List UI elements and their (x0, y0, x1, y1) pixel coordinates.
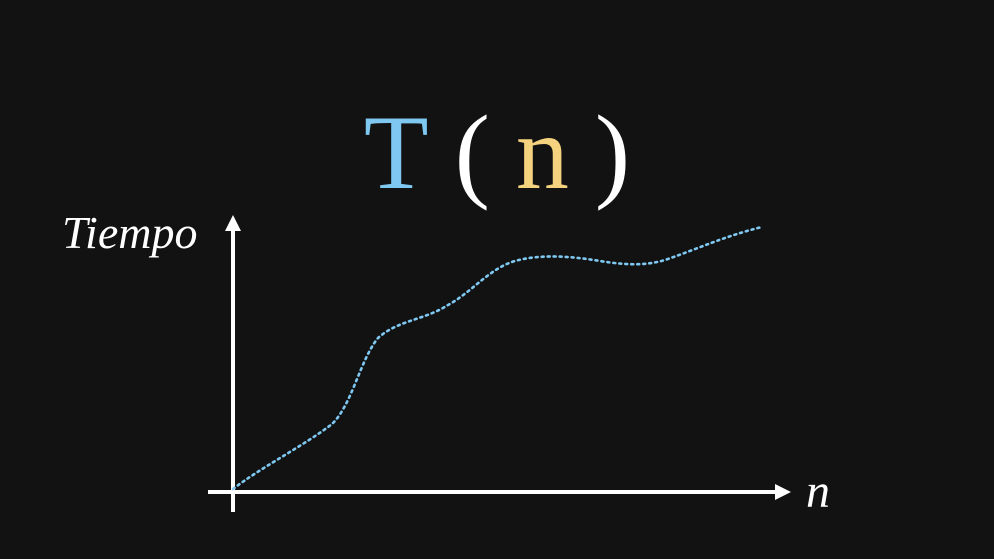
function-title: T(n) (0, 98, 994, 208)
open-paren: ( (454, 94, 490, 211)
y-axis-arrowhead (225, 215, 241, 231)
function-name: T (363, 94, 429, 211)
y-axis-label: Tiempo (62, 207, 198, 258)
x-axis-arrowhead (775, 484, 791, 500)
time-curve (231, 225, 764, 491)
close-paren: ) (594, 94, 631, 211)
function-argument: n (515, 94, 569, 211)
x-axis-label: n (806, 465, 830, 518)
